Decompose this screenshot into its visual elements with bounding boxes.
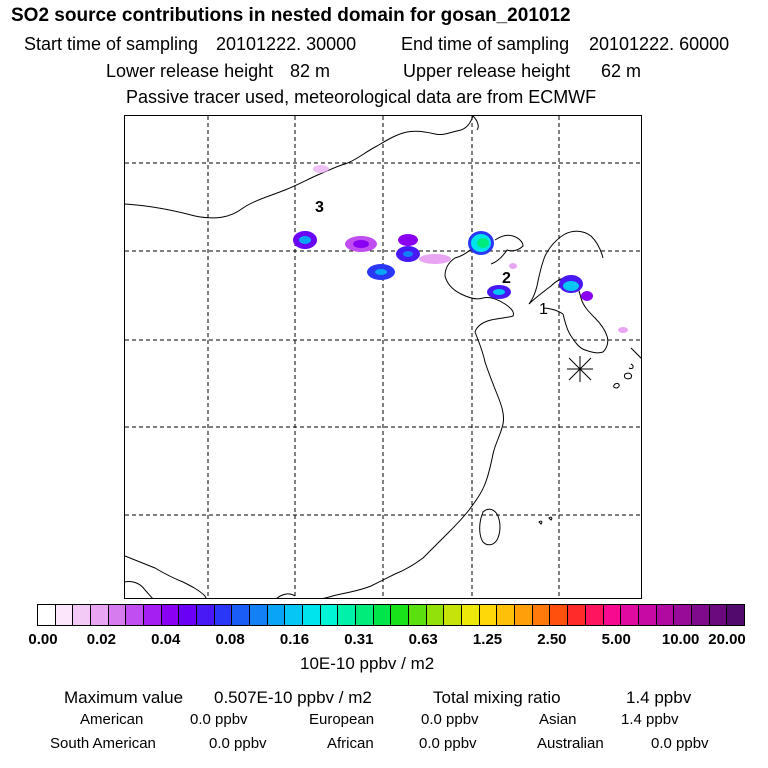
source-marker-2: 2 [502, 270, 511, 287]
source-marker-1: 1 [539, 301, 548, 318]
receptor-star-icon [567, 356, 593, 382]
colorbar-tick-label: 5.00 [601, 631, 631, 648]
colorbar-segment [179, 605, 198, 625]
colorbar-tick-label: 2.50 [537, 631, 567, 648]
total-mixing-label: Total mixing ratio [433, 688, 561, 707]
region-value-european: 0.0 ppbv [421, 711, 479, 728]
colorbar-tick-label: 10.00 [661, 631, 700, 648]
colorbar-segment [462, 605, 480, 625]
colorbar-tick-label: 0.02 [86, 631, 116, 648]
colorbar-segment [373, 605, 392, 625]
end-time-value: 20101222. 60000 [589, 34, 730, 54]
colorbar-segment [532, 605, 551, 625]
colorbar-segment [409, 605, 427, 625]
coastlines [125, 116, 641, 598]
colorbar-segment [709, 605, 728, 625]
upper-height-label: Upper release height [403, 61, 571, 81]
graticule [125, 116, 641, 598]
colorbar-segment [621, 605, 639, 625]
colorbar-tick-label: 0.63 [408, 631, 438, 648]
colorbar-segment [91, 605, 109, 625]
colorbar-segment [197, 605, 215, 625]
end-time-label: End time of sampling [401, 34, 570, 54]
region-name-australian: Australian [537, 735, 604, 752]
colorbar-segment [638, 605, 657, 625]
colorbar-segment [73, 605, 92, 625]
colorbar-segment [585, 605, 604, 625]
colorbar-segment [479, 605, 498, 625]
region-name-south-american: South American [50, 735, 156, 752]
lower-height-label: Lower release height [106, 61, 274, 81]
colorbar-segment [497, 605, 516, 625]
colorbar-tick-label: 0.16 [279, 631, 310, 648]
region-name-asian: Asian [539, 711, 577, 728]
colorbar-segment [356, 605, 374, 625]
colorbar-tick-label: 1.25 [472, 631, 503, 648]
lower-height-value: 82 m [290, 61, 331, 81]
colorbar-tick-label: 0.04 [151, 631, 181, 648]
colorbar-segment [391, 605, 410, 625]
colorbar-segment [38, 605, 56, 625]
source-marker-3: 3 [315, 199, 324, 216]
start-time-value: 20101222. 30000 [216, 34, 357, 54]
colorbar-segment [550, 605, 569, 625]
region-value-south-american: 0.0 ppbv [209, 735, 267, 752]
map-title: SO2 source contributions in nested domai… [11, 5, 571, 26]
colorbar-tick-label: 0.00 [28, 631, 58, 648]
colorbar-segment [232, 605, 251, 625]
colorbar-segment [144, 605, 162, 625]
upper-height-value: 62 m [601, 61, 642, 81]
colorbar-segment [656, 605, 675, 625]
colorbar-segment [603, 605, 622, 625]
colorbar-tick-label: 0.08 [215, 631, 245, 648]
region-name-african: African [327, 735, 374, 752]
tracer-note: Passive tracer used, meteorological data… [126, 87, 597, 107]
region-value-australian: 0.0 ppbv [651, 735, 709, 752]
region-value-american: 0.0 ppbv [190, 711, 248, 728]
map-panel: 1 2 3 [124, 115, 642, 599]
colorbar-tick-label: 0.31 [344, 631, 374, 648]
colorbar-segment [126, 605, 145, 625]
colorbar-segment [250, 605, 268, 625]
colorbar-segment [444, 605, 463, 625]
map-canvas [125, 116, 641, 598]
region-value-asian: 1.4 ppbv [621, 711, 679, 728]
colorbar-segment [285, 605, 304, 625]
colorbar-segment [214, 605, 233, 625]
colorbar-segment [267, 605, 286, 625]
colorbar-segment [674, 605, 692, 625]
colorbar-segment [338, 605, 357, 625]
colorbar-tick-label: 20.00 [708, 631, 746, 648]
colorbar-segment [108, 605, 127, 625]
colorbar-segment [426, 605, 445, 625]
start-time-label: Start time of sampling [24, 34, 199, 54]
region-name-european: European [309, 711, 375, 728]
concentration-plumes [293, 165, 628, 333]
region-value-african: 0.0 ppbv [419, 735, 477, 752]
colorbar-segment [568, 605, 586, 625]
colorbar-unit: 10E-10 ppbv / m2 [300, 654, 435, 673]
total-mixing-value: 1.4 ppbv [626, 688, 692, 707]
colorbar-segment [161, 605, 180, 625]
colorbar-segment [55, 605, 74, 625]
max-value-label: Maximum value [64, 688, 184, 707]
colorbar-segment [320, 605, 339, 625]
max-value: 0.507E-10 ppbv / m2 [214, 688, 372, 707]
region-name-american: American [80, 711, 144, 728]
colorbar-segment [727, 605, 744, 625]
colorbar-segment [303, 605, 321, 625]
colorbar-segment [691, 605, 710, 625]
colorbar [37, 604, 745, 626]
colorbar-segment [515, 605, 533, 625]
